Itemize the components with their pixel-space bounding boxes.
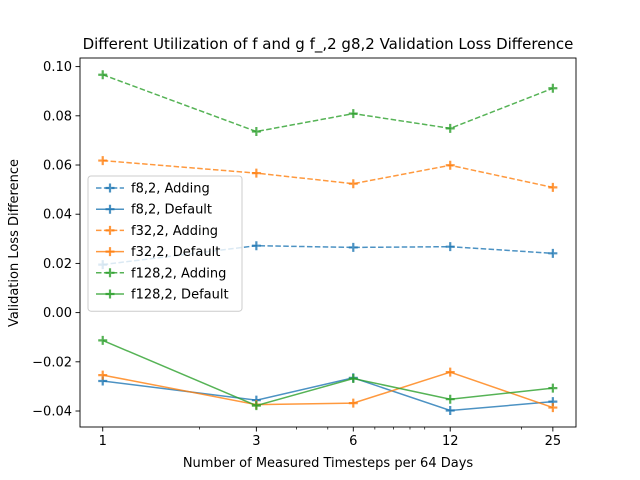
data-point [446, 124, 455, 133]
data-point [446, 368, 455, 377]
data-point [252, 241, 261, 250]
data-point [349, 399, 358, 408]
legend-label: f8,2, Default [131, 203, 212, 218]
legend-label: f128,2, Adding [131, 266, 226, 281]
data-point [252, 127, 261, 136]
chart-title: Different Utilization of f and g f_,2 g8… [83, 35, 574, 54]
data-point [98, 371, 107, 380]
x-tick-label: 12 [442, 434, 459, 449]
data-point [446, 406, 455, 415]
y-tick-label: 0.06 [43, 159, 72, 174]
data-point [349, 109, 358, 118]
data-point [548, 183, 557, 192]
data-point [548, 403, 557, 412]
legend-label: f8,2, Adding [131, 182, 210, 197]
x-tick-label: 3 [252, 434, 260, 449]
legend: f8,2, Adding f8,2, Default f32,2, Adding f3… [88, 176, 242, 311]
y-tick-label: −0.02 [32, 355, 72, 370]
data-point [446, 395, 455, 404]
data-point [252, 169, 261, 178]
series-line [103, 378, 553, 411]
series-line [103, 340, 553, 405]
y-tick-label: 0.00 [43, 306, 72, 321]
legend-label: f128,2, Default [131, 288, 229, 303]
x-tick-label: 25 [545, 434, 562, 449]
legend-label: f32,2, Default [131, 245, 220, 260]
data-point [548, 84, 557, 93]
y-tick-label: 0.08 [43, 109, 72, 124]
y-tick-label: −0.04 [32, 405, 72, 420]
y-axis-label: Validation Loss Difference [7, 159, 22, 327]
y-tick-label: 0.04 [43, 208, 72, 223]
series-line [103, 75, 553, 132]
x-tick-label: 1 [99, 434, 107, 449]
y-tick-label: 0.10 [43, 60, 72, 75]
data-point [548, 249, 557, 258]
data-point [349, 243, 358, 252]
data-point [98, 336, 107, 345]
x-axis-label: Number of Measured Timesteps per 64 Days [183, 456, 474, 471]
data-point [548, 384, 557, 393]
data-point [446, 161, 455, 170]
y-tick-label: 0.02 [43, 257, 72, 272]
legend-label: f32,2, Adding [131, 224, 218, 239]
x-tick-label: 6 [349, 434, 357, 449]
data-point [98, 156, 107, 165]
data-point [349, 374, 358, 383]
data-point [446, 242, 455, 251]
data-point [252, 401, 261, 410]
data-point [98, 70, 107, 79]
data-point [349, 179, 358, 188]
